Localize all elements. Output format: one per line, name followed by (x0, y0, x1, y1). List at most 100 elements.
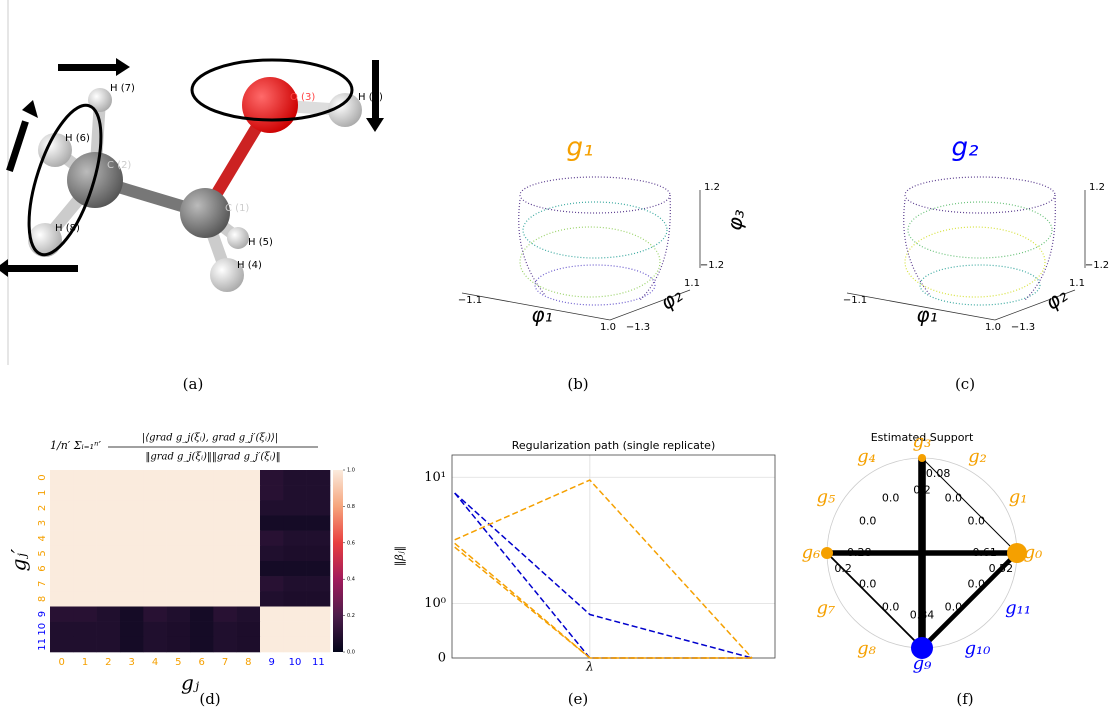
heatmap-cell (213, 606, 237, 622)
heatmap-cell (306, 470, 331, 486)
x-tick-label: 11 (312, 657, 325, 668)
heatmap-cell (306, 606, 331, 622)
y-tick-label: 11 (37, 638, 48, 651)
heatmap-cell (50, 621, 74, 638)
x-tick-label: 3 (128, 657, 134, 668)
colorbar-tick-label: 0.2 (347, 613, 355, 619)
heatmap-cell (283, 545, 307, 562)
x-tick-label: 7 (222, 657, 228, 668)
heatmap-cell (236, 530, 261, 547)
heatmap-cell (120, 621, 144, 638)
heatmap-cell (166, 636, 191, 653)
node-label: g₄ (857, 446, 876, 467)
heatmap-cell (120, 561, 144, 577)
tick-label: −1.3 (1011, 322, 1035, 333)
series-line (454, 492, 753, 659)
axis-line (846, 289, 1076, 321)
atom-label: H (8) (55, 223, 80, 234)
y-tick-label: 0 (438, 651, 446, 666)
surface-dots (518, 194, 671, 301)
surface-dots (519, 176, 671, 214)
heatmap-cell (283, 621, 307, 638)
node-label: g₁ (1009, 487, 1028, 508)
colorbar-tick-label: 0.8 (347, 504, 355, 510)
heatmap-cell (120, 636, 144, 653)
title-denominator: ‖grad g_j(ξᵢ)‖‖grad g_j′(ξᵢ)‖ (145, 452, 280, 463)
heatmap-cell (166, 606, 191, 622)
heatmap-cell (236, 591, 261, 607)
heatmap-cell (73, 530, 97, 547)
heatmap-cell (306, 485, 331, 501)
heatmap-cell (73, 515, 97, 531)
heatmap-cell (260, 545, 284, 562)
atom (28, 223, 62, 257)
node-label: g₃ (913, 431, 932, 452)
edge-label: 0.0 (968, 515, 986, 528)
axis-line (461, 289, 691, 321)
heatmap-cell (260, 515, 284, 531)
colorbar-tick-label: 0.6 (347, 540, 355, 546)
node-label: g₆ (802, 542, 821, 563)
heatmap-cell (260, 530, 284, 547)
heatmap-cell (213, 636, 237, 653)
heatmap-cell (50, 485, 74, 501)
heatmap-cell (143, 561, 167, 577)
x-tick-label: 4 (152, 657, 158, 668)
heatmap-cell (190, 470, 214, 486)
heatmap-cell (166, 485, 191, 501)
heatmap-cell (73, 485, 97, 501)
atom-label: H (9) (358, 92, 383, 103)
edge-label: 0.2 (834, 562, 852, 575)
heatmap-cell (190, 576, 214, 592)
series-line (454, 546, 753, 659)
heatmap-cell (143, 500, 167, 516)
heatmap-cell (236, 561, 261, 577)
heatmap-cell (143, 591, 167, 607)
x-axis-label: gⱼ (181, 671, 200, 695)
caption: (b) (567, 375, 588, 393)
edge (921, 457, 1018, 554)
x-tick-label: 5 (175, 657, 181, 668)
tick-label: 1.2 (1089, 182, 1105, 193)
plot-frame (451, 454, 776, 659)
heatmap-cell (143, 545, 167, 562)
surface-dots (919, 264, 1041, 306)
caption: (e) (568, 690, 589, 708)
heatmap-cell (236, 606, 261, 622)
heatmap-cell (120, 500, 144, 516)
heatmap-cell (283, 530, 307, 547)
edge-label: 0.0 (945, 600, 963, 613)
heatmap-cell (283, 576, 307, 592)
node (918, 454, 926, 462)
surface-dots (904, 226, 1046, 298)
heatmap-cell (306, 545, 331, 562)
surface-dots (519, 226, 661, 298)
y-tick-label: 7 (37, 581, 48, 587)
heatmap-cell (73, 636, 97, 653)
title-numerator: |⟨grad g_j(ξᵢ), grad g_j′(ξᵢ)⟩| (142, 433, 278, 444)
node-label: g₇ (816, 598, 835, 619)
heatmap-cell (260, 606, 284, 622)
heatmap-cell (306, 500, 331, 516)
colorbar (333, 470, 343, 652)
heatmap-cell (260, 636, 284, 653)
heatmap-cell (120, 591, 144, 607)
x-tick-label: λ (585, 660, 594, 674)
heatmap-cell (96, 530, 121, 547)
heatmap-cell (283, 500, 307, 516)
heatmap-cell (96, 606, 121, 622)
edge (826, 552, 923, 649)
heatmap-cell (213, 591, 237, 607)
heatmap-cell (96, 576, 121, 592)
atom-label: C (1) (225, 203, 249, 214)
heatmap-cell (96, 621, 121, 638)
heatmap-cell (260, 470, 284, 486)
node-label: g₂ (968, 446, 987, 467)
caption: (f) (956, 690, 973, 708)
heatmap-cell (120, 515, 144, 531)
heatmap-cell (213, 561, 237, 577)
heatmap-cell (166, 545, 191, 562)
caption: (a) (183, 375, 204, 393)
heatmap-cell (283, 636, 307, 653)
